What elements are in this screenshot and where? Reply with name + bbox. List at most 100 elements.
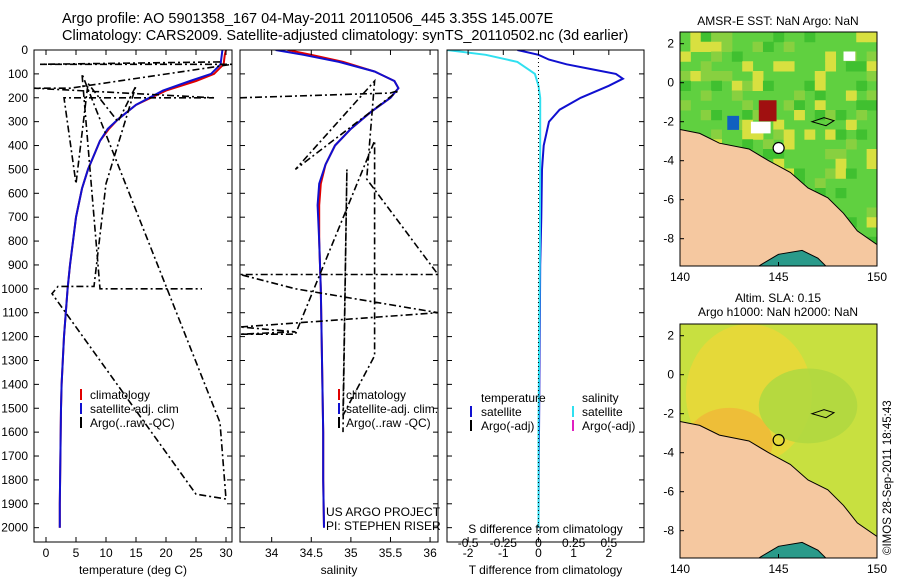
map-y-tick-label-sst-0: 2 [667, 37, 674, 51]
series-salinity-1 [275, 50, 400, 528]
salinity-credit-line1: US ARGO PROJECT [326, 505, 441, 519]
map-x-tick-label-sst-1: 145 [768, 270, 788, 284]
map-sst-cell-15-10 [835, 129, 847, 140]
x-tick-label-temperature-6: 30 [219, 546, 233, 560]
map-y-tick-label-sst-1: 0 [667, 76, 674, 90]
series-difference-0 [517, 50, 625, 528]
map-sst-cell-14-14 [825, 168, 837, 179]
map-sst-cell-9-9 [773, 119, 785, 130]
map-sst-cell-5-6 [731, 90, 743, 101]
difference-legend-left-label-1: satellite [481, 405, 522, 419]
y-tick-label-6: 600 [8, 186, 28, 200]
map-sst-cell-7-5 [752, 80, 764, 91]
y-tick-label-4: 400 [8, 139, 28, 153]
y-tick-label-20: 2000 [1, 521, 28, 535]
difference-legend-right-title: salinity [582, 391, 619, 405]
y-tick-label-5: 500 [8, 162, 28, 176]
map-y-tick-label-sst-3: -4 [663, 154, 674, 168]
map-sst-cell-16-6 [845, 90, 857, 101]
temperature-legend-label-0: climatology [90, 388, 150, 402]
temperature-legend-swatch-2 [80, 417, 82, 428]
map-sst-cell-2-0 [700, 32, 712, 43]
series-temperature-1 [58, 50, 224, 528]
x-tick-label-salinity-2: 35 [344, 546, 358, 560]
map-sst-cell-13-7 [814, 100, 826, 111]
series-difference-1 [447, 50, 542, 528]
map-sst-cell-18-2 [866, 51, 877, 62]
map-sst-cell-15-13 [835, 158, 847, 169]
map-sst-cell-10-10 [783, 129, 795, 140]
map-y-tick-label-sst-5: -8 [663, 232, 674, 246]
map-sst-cell-3-10 [711, 129, 722, 140]
map-sst-cell-2-1 [700, 41, 712, 52]
map-y-tick-label-sst-4: -6 [663, 193, 674, 207]
map-sst-cell-18-19 [866, 217, 877, 228]
map-land-new-guinea-sla [680, 420, 877, 558]
map-sst-cell-7-4 [752, 71, 764, 82]
map-sst-cell-9-3 [773, 61, 785, 72]
map-x-tick-label-sst-0: 140 [670, 270, 690, 284]
map-manus-island-sla [810, 409, 836, 419]
map-sst-cell-11-6 [794, 90, 805, 101]
series-group-salinity [240, 50, 438, 528]
map-sst-cell-10-1 [783, 41, 795, 52]
x-tick-label-difference-0: -2 [463, 546, 474, 560]
map-sst-cell-0-5 [680, 80, 691, 91]
map-sst-cell-13-6 [814, 90, 826, 101]
difference-top-tick-label-0: -0.5 [458, 536, 479, 550]
map-sst-cell-8-12 [762, 149, 774, 160]
map-sst-cell-16-3 [845, 61, 857, 72]
series-group-temperature [34, 50, 232, 528]
y-tick-label-15: 1500 [1, 401, 28, 415]
y-tick-label-12: 1200 [1, 330, 28, 344]
map-sst-cell-18-7 [866, 100, 877, 111]
salinity-legend-swatch-0 [338, 389, 340, 400]
map-sst-cell-16-11 [845, 139, 857, 150]
y-tick-label-17: 1700 [1, 449, 28, 463]
map-y-tick-label-sla-4: -6 [663, 485, 674, 499]
temperature-legend-swatch-0 [80, 389, 82, 400]
map-sst-cell-17-5 [856, 80, 868, 91]
map-sst-cell-2-6 [700, 90, 712, 101]
temperature-xlabel: temperature (deg C) [79, 563, 187, 577]
map-sst-nodata-1 [843, 51, 856, 61]
salinity-credit-line2: PI: STEPHEN RISER [326, 519, 441, 533]
map-sst-cell-9-12 [773, 149, 785, 160]
temperature-legend-label-2: Argo(..raw -QC) [90, 416, 175, 430]
map-sst-cell-11-14 [794, 168, 805, 179]
x-tick-label-salinity-3: 35.5 [379, 546, 403, 560]
map-sst-cell-11-8 [794, 110, 805, 121]
axes-frame-difference [446, 49, 645, 543]
x-tick-label-temperature-4: 20 [159, 546, 173, 560]
map-land-new-guinea-sst [680, 128, 877, 266]
difference-legend-right-label-2: Argo(-adj) [582, 419, 635, 433]
series-salinity-2 [240, 78, 438, 433]
map-sst-cell-6-10 [742, 129, 754, 140]
map-sst-cell-0-7 [680, 100, 691, 111]
map-sst-cell-6-3 [742, 61, 754, 72]
axes-frame-salinity [239, 49, 439, 543]
map-x-tick-label-sla-1: 145 [768, 562, 788, 576]
map-sst-cell-17-0 [856, 32, 868, 43]
map-sst-cell-16-14 [845, 168, 857, 179]
salinity-xlabel: salinity [321, 563, 358, 577]
map-x-tick-label-sst-2: 150 [867, 270, 887, 284]
map-y-tick-label-sla-2: -2 [663, 407, 674, 421]
y-tick-label-9: 900 [8, 258, 28, 272]
map-sst-cell-3-4 [711, 71, 722, 82]
x-tick-label-temperature-2: 10 [99, 546, 113, 560]
salinity-legend-label-2: Argo(..raw -QC) [346, 416, 431, 430]
map-sst-cell-17-8 [856, 110, 868, 121]
map-sst-cell-9-13 [773, 158, 785, 169]
map-sst-cell-8-11 [762, 139, 774, 150]
series-group-difference [447, 50, 625, 528]
x-tick-label-temperature-1: 5 [73, 546, 80, 560]
map-sst-cell-3-1 [711, 41, 722, 52]
x-tick-label-difference-1: -1 [498, 546, 509, 560]
salinity-legend-swatch-1 [338, 403, 340, 414]
map-sst-cell-9-0 [773, 32, 785, 43]
map-sst-cell-13-15 [814, 178, 826, 189]
map-sst-cell-7-8 [752, 110, 764, 121]
